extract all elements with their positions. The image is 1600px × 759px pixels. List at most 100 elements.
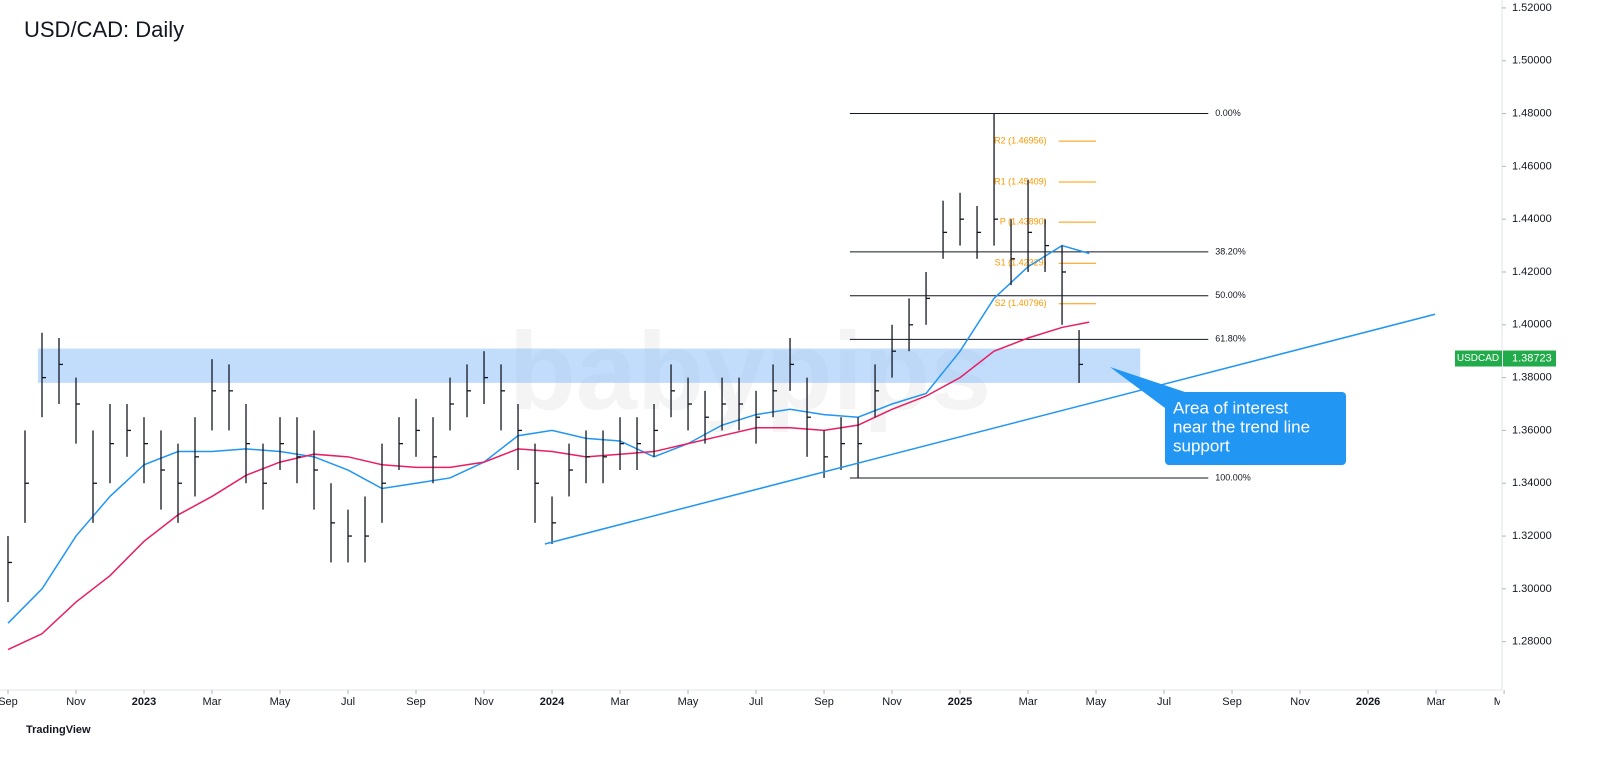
ohlc-bar — [721, 377, 727, 431]
x-tick-label: Nov — [882, 696, 902, 708]
zone — [37, 348, 1141, 383]
ohlc-bar — [143, 417, 148, 484]
x-tick-label: 2025 — [948, 696, 972, 708]
ohlc-bar — [228, 364, 234, 431]
price-label — [1503, 350, 1556, 367]
pivot-label: S2 (1.40796) — [995, 298, 1047, 308]
fib-label: 38.20% — [1215, 246, 1246, 256]
x-tick-label: Sep — [1222, 696, 1242, 708]
callout-text: support — [1173, 436, 1230, 455]
ohlc-bar — [1078, 330, 1084, 383]
y-tick-label: 1.50000 — [1512, 55, 1552, 67]
callout-text: Area of interest — [1173, 398, 1289, 417]
ohlc-bar — [364, 496, 370, 563]
callout-text: near the trend line — [1173, 417, 1310, 436]
y-tick-label: 1.32000 — [1512, 530, 1552, 542]
ohlc-bar — [58, 338, 63, 405]
ohlc-bar — [517, 404, 523, 471]
y-tick-label: 1.52000 — [1512, 2, 1552, 14]
ohlc-bar — [636, 417, 642, 471]
y-tick-label: 1.34000 — [1512, 477, 1552, 489]
x-tick-label: Nov — [1290, 696, 1310, 708]
ohlc-bar — [704, 390, 710, 444]
ohlc-bar — [449, 377, 455, 431]
ohlc-bar — [959, 192, 965, 246]
y-tick-label: 1.36000 — [1512, 424, 1552, 436]
x-tick-label: 2024 — [540, 696, 565, 708]
ohlc-bar — [840, 417, 846, 471]
ohlc-bar — [160, 430, 165, 510]
ohlc-bar — [296, 417, 302, 484]
price-label-text: 1.38723 — [1512, 352, 1552, 364]
ohlc-bar — [585, 430, 591, 484]
ohlc-bar — [1044, 219, 1050, 272]
x-tick-label: Jul — [1157, 696, 1171, 708]
ohlc-bar — [41, 332, 46, 418]
x-tick-label: 2026 — [1356, 696, 1380, 708]
pivot-label: P (1.43890) — [1000, 216, 1047, 226]
fib-label: 61.80% — [1215, 334, 1246, 344]
y-tick-label: 1.42000 — [1512, 266, 1552, 278]
ohlc-bar — [619, 417, 625, 471]
ohlc-bar — [1027, 179, 1033, 272]
x-tick-label: May — [1494, 696, 1515, 708]
ohlc-bar — [670, 364, 676, 418]
ohlc-bar — [925, 271, 931, 325]
x-tick-label: Jul — [749, 696, 763, 708]
ohlc-bar — [245, 404, 251, 484]
ohlc-bar — [75, 377, 80, 444]
x-tick-label: Nov — [66, 696, 86, 708]
y-tick-label: 1.48000 — [1512, 107, 1552, 119]
symbol-label: USDCAD — [1457, 353, 1499, 364]
y-tick-label: 1.40000 — [1512, 319, 1552, 331]
ohlc-bar — [568, 443, 574, 497]
ohlc-bar — [755, 390, 761, 444]
ohlc-bar — [313, 430, 319, 510]
ohlc-bar — [908, 298, 914, 352]
fib-label: 100.00% — [1215, 472, 1251, 482]
y-tick-label: 1.46000 — [1512, 160, 1552, 172]
footer: TradingView — [26, 724, 91, 736]
ohlc-bar — [874, 364, 880, 418]
ohlc-bar — [772, 364, 778, 418]
chart-title: USD/CAD: Daily — [24, 17, 184, 42]
x-tick-label: Mar — [203, 696, 222, 708]
ohlc-bar — [92, 430, 97, 523]
ohlc-bar — [500, 364, 506, 431]
pivot-label: R1 (1.45409) — [994, 176, 1047, 186]
x-tick-label: May — [1086, 696, 1107, 708]
fib-label: 50.00% — [1215, 290, 1246, 300]
ohlc-bar — [687, 377, 693, 431]
ohlc-bar — [483, 351, 489, 405]
ohlc-bar — [602, 430, 608, 484]
ohlc-bar — [109, 404, 114, 484]
ohlc-bar — [891, 324, 897, 378]
ohlc-bar — [993, 113, 999, 246]
plot-area: babypips0.00%38.20%50.00%61.80%100.00%R2… — [7, 108, 1436, 651]
x-tick-label: May — [270, 696, 291, 708]
x-tick-label: Mar — [1427, 696, 1446, 708]
ohlc-bar — [7, 536, 12, 603]
x-tick-label: May — [678, 696, 699, 708]
ohlc-bar — [211, 359, 217, 431]
x-tick-label: Nov — [474, 696, 494, 708]
ohlc-bar — [1061, 245, 1067, 325]
callout-box — [1165, 392, 1346, 465]
ohlc-bar — [857, 417, 863, 478]
ohlc-bar — [177, 443, 183, 523]
ohlc-bar — [942, 200, 948, 259]
ohlc-bar — [551, 496, 557, 544]
y-tick-label: 1.38000 — [1512, 372, 1552, 384]
ohlc-bar — [823, 430, 829, 478]
x-tick-label: Sep — [406, 696, 426, 708]
ohlc-bar — [415, 398, 421, 457]
ohlc-bar — [398, 417, 404, 471]
y-tick-label: 1.44000 — [1512, 213, 1552, 225]
x-tick-label: Sep — [0, 696, 18, 708]
ohlc-bar — [279, 417, 285, 471]
x-tick-label: Mar — [1019, 696, 1038, 708]
x-tick-label: Jul — [341, 696, 355, 708]
fib-label: 0.00% — [1215, 108, 1241, 118]
ohlc-bar — [262, 443, 268, 510]
pivot-label: R2 (1.46956) — [994, 135, 1047, 145]
